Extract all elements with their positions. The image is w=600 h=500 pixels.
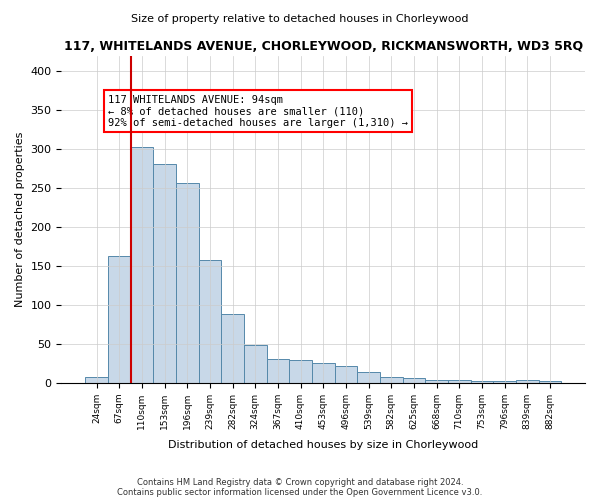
Bar (357, 372, 380, 383)
Bar (176, 182, 199, 383)
Title: 117, WHITELANDS AVENUE, CHORLEYWOOD, RICKMANSWORTH, WD3 5RQ: 117, WHITELANDS AVENUE, CHORLEYWOOD, RIC… (64, 40, 583, 53)
Bar (403, 378, 425, 383)
Bar (425, 380, 448, 383)
Bar (516, 380, 539, 383)
Text: Contains HM Land Registry data © Crown copyright and database right 2024.
Contai: Contains HM Land Registry data © Crown c… (118, 478, 482, 497)
Bar (244, 344, 266, 383)
Bar (312, 364, 335, 383)
Bar (266, 360, 289, 383)
Text: Size of property relative to detached houses in Chorleywood: Size of property relative to detached ho… (131, 14, 469, 24)
Bar (131, 148, 153, 383)
Bar (221, 314, 244, 383)
X-axis label: Distribution of detached houses by size in Chorleywood: Distribution of detached houses by size … (168, 440, 478, 450)
Y-axis label: Number of detached properties: Number of detached properties (15, 132, 25, 307)
Bar (153, 164, 176, 383)
Bar (380, 378, 403, 383)
Bar (85, 376, 108, 383)
Bar (289, 360, 312, 383)
Text: 117 WHITELANDS AVENUE: 94sqm
← 8% of detached houses are smaller (110)
92% of se: 117 WHITELANDS AVENUE: 94sqm ← 8% of det… (108, 94, 408, 128)
Bar (539, 381, 561, 383)
Bar (335, 366, 357, 383)
Bar (493, 381, 516, 383)
Bar (470, 381, 493, 383)
Bar (199, 260, 221, 383)
Bar (448, 380, 470, 383)
Bar (108, 256, 131, 383)
